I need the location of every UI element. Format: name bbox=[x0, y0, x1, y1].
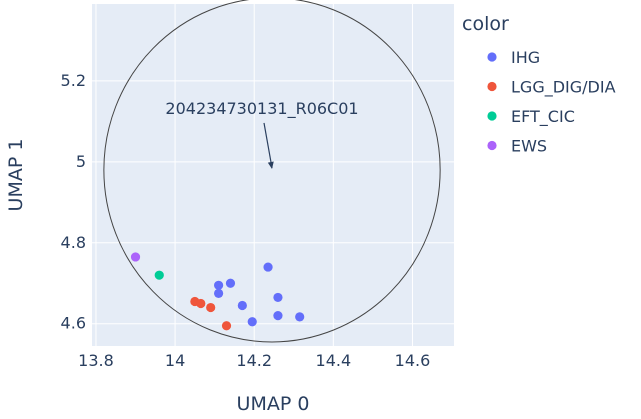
point-ihg[interactable] bbox=[214, 288, 224, 298]
point-ihg[interactable] bbox=[237, 300, 247, 311]
y-tick-label: 5 bbox=[76, 152, 86, 171]
annotation-arrow bbox=[263, 122, 273, 169]
data-points bbox=[130, 252, 305, 331]
annotation: 204234730131_R06C01 bbox=[165, 99, 359, 169]
x-axis-ticks: 13.8 14 14.2 14.4 14.6 bbox=[78, 351, 430, 370]
x-axis-title: UMAP 0 bbox=[237, 393, 310, 415]
x-tick-label: 14.6 bbox=[395, 351, 431, 370]
y-tick-label: 4.6 bbox=[61, 314, 86, 333]
legend-label[interactable]: EWS bbox=[511, 137, 547, 156]
highlight-circle bbox=[103, 0, 441, 343]
point-ihg[interactable] bbox=[225, 278, 236, 288]
grid-lines bbox=[92, 4, 454, 346]
point-lgg-dig-dia[interactable] bbox=[196, 298, 206, 309]
legend: color IHG LGG_DIG/DIA EFT_CIC EWS bbox=[462, 13, 616, 156]
point-ihg[interactable] bbox=[263, 262, 273, 272]
legend-label[interactable]: IHG bbox=[511, 48, 540, 67]
legend-title: color bbox=[462, 13, 509, 35]
point-eft-cic[interactable] bbox=[154, 270, 164, 280]
legend-label[interactable]: LGG_DIG/DIA bbox=[511, 78, 616, 98]
legend-marker[interactable] bbox=[487, 140, 497, 151]
legend-marker[interactable] bbox=[487, 111, 497, 121]
annotation-circle bbox=[103, 0, 441, 343]
legend-label[interactable]: EFT_CIC bbox=[511, 107, 575, 127]
point-lgg-dig-dia[interactable] bbox=[221, 321, 232, 331]
point-ews[interactable] bbox=[130, 252, 141, 262]
y-axis-title: UMAP 1 bbox=[5, 139, 27, 212]
x-tick-label: 14 bbox=[165, 351, 185, 370]
annotation-arrowhead bbox=[267, 161, 274, 169]
y-tick-label: 4.8 bbox=[61, 233, 86, 252]
point-ihg[interactable] bbox=[247, 317, 257, 327]
y-tick-label: 5.2 bbox=[61, 71, 86, 90]
annotation-label: 204234730131_R06C01 bbox=[165, 99, 358, 119]
y-axis-ticks: 4.6 4.8 5 5.2 bbox=[61, 71, 86, 333]
x-tick-label: 13.8 bbox=[78, 351, 114, 370]
legend-marker[interactable] bbox=[487, 52, 497, 62]
point-ihg[interactable] bbox=[273, 311, 283, 321]
point-ihg[interactable] bbox=[214, 280, 224, 290]
point-ihg[interactable] bbox=[295, 312, 305, 322]
point-lgg-dig-dia[interactable] bbox=[206, 302, 216, 313]
point-ihg[interactable] bbox=[273, 292, 283, 303]
x-tick-label: 14.4 bbox=[316, 351, 352, 370]
x-tick-label: 14.2 bbox=[236, 351, 272, 370]
legend-marker[interactable] bbox=[487, 81, 497, 92]
